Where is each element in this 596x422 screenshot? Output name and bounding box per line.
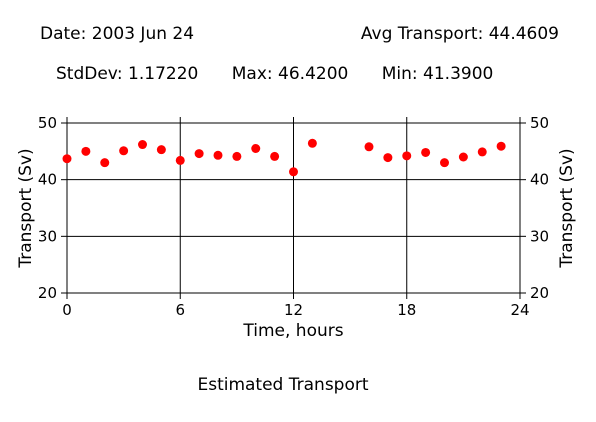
data-point xyxy=(458,152,468,162)
chart-caption: Estimated Transport xyxy=(197,375,369,395)
data-point xyxy=(402,151,412,161)
data-point xyxy=(138,140,147,150)
data-point xyxy=(251,144,261,153)
y-tick-label-right: 40 xyxy=(530,171,549,189)
data-point xyxy=(421,147,431,157)
y-axis-label-right: Transport (Sv) xyxy=(557,148,577,268)
data-point xyxy=(232,151,242,161)
y-axis-label-left: Transport (Sv) xyxy=(16,148,36,268)
data-point xyxy=(496,141,506,151)
x-axis-label: Time, hours xyxy=(242,321,343,341)
data-point xyxy=(477,147,487,157)
data-point xyxy=(289,167,298,177)
y-tick-label-left: 30 xyxy=(38,227,57,245)
grid xyxy=(67,123,520,293)
min-label: Min: 41.3900 xyxy=(381,64,494,84)
data-point xyxy=(194,149,204,159)
data-point xyxy=(119,146,129,156)
x-tick-label: 6 xyxy=(175,301,185,319)
y-tick-label-right: 20 xyxy=(530,284,549,302)
y-tick-label-right: 50 xyxy=(530,114,549,132)
y-tick-label-right: 30 xyxy=(530,227,549,245)
x-tick-label: 0 xyxy=(62,301,72,319)
data-point xyxy=(383,153,393,163)
data-point xyxy=(175,155,185,165)
data-points xyxy=(62,138,506,177)
data-point xyxy=(364,142,374,152)
data-point xyxy=(100,158,110,168)
max-label: Max: 46.4200 xyxy=(231,64,349,84)
y-tick-label-left: 40 xyxy=(38,171,57,189)
data-point xyxy=(270,151,280,161)
data-point xyxy=(156,145,166,155)
data-point xyxy=(81,146,91,156)
stats-line: StdDev: 1.17220 Max: 46.4200 Min: 41.390… xyxy=(56,64,493,84)
data-point xyxy=(62,154,72,164)
x-tick-label: 18 xyxy=(397,301,416,319)
x-tick-label: 24 xyxy=(510,301,529,319)
avg-transport-label: Avg Transport: 44.4609 xyxy=(360,24,559,44)
data-point xyxy=(440,158,449,168)
y-tick-label-left: 20 xyxy=(38,284,57,302)
data-point xyxy=(213,150,223,160)
date-label: Date: 2003 Jun 24 xyxy=(40,24,195,44)
data-point xyxy=(307,138,317,148)
stddev-label: StdDev: 1.17220 xyxy=(56,64,199,84)
y-tick-label-left: 50 xyxy=(38,114,57,132)
x-tick-label: 12 xyxy=(284,301,303,319)
